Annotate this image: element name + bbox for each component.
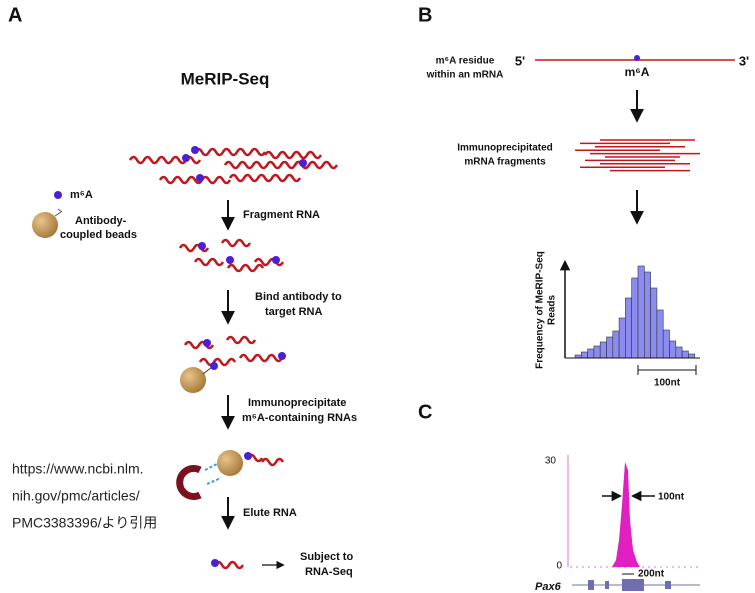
bar <box>681 350 689 359</box>
rna <box>220 238 252 248</box>
exon <box>605 581 609 589</box>
scale-label: 100nt <box>654 378 681 389</box>
fragments <box>575 139 700 172</box>
bar <box>675 346 683 359</box>
panel-letter: C <box>418 401 432 423</box>
bar <box>612 330 620 359</box>
bar <box>599 341 607 359</box>
final-label: RNA-Seq <box>305 566 353 578</box>
bar <box>625 297 633 359</box>
title: MeRIP-Seq <box>181 69 270 88</box>
y-label: Frequency of MeRIP-Seq <box>535 251 546 369</box>
y-tick-label: 0 <box>556 561 562 572</box>
m6a-dot <box>203 339 211 347</box>
bar <box>669 340 677 359</box>
bead <box>180 367 206 393</box>
rna <box>213 560 245 570</box>
step-label: Fragment RNA <box>243 209 320 221</box>
antibody <box>202 366 213 375</box>
rna <box>260 457 285 467</box>
rna <box>178 243 210 253</box>
bead <box>217 450 243 476</box>
m6a-dot <box>244 452 252 460</box>
gene-label: Pax6 <box>535 581 562 593</box>
m6a-dot <box>198 242 206 250</box>
rna <box>263 150 323 160</box>
step-label: Elute RNA <box>243 507 297 519</box>
bar <box>587 348 595 359</box>
bar <box>618 317 626 359</box>
antibody <box>54 208 63 217</box>
peak <box>612 462 640 567</box>
panel-letter: A <box>8 4 22 26</box>
step-label: Bind antibody to <box>255 291 342 303</box>
legend-label: Antibody- <box>75 215 127 227</box>
rna <box>226 263 265 273</box>
bar <box>637 265 645 359</box>
label: 200nt <box>638 569 665 580</box>
y-tick-label: 30 <box>545 456 557 467</box>
legend-label: m⁶A <box>70 189 93 201</box>
label: mRNA fragments <box>464 157 546 168</box>
m6a-dot <box>211 559 219 567</box>
step-label: target RNA <box>265 306 323 318</box>
m6a-dot <box>278 352 286 360</box>
step-label: m⁶A-containing RNAs <box>242 412 357 424</box>
bar <box>593 345 601 359</box>
m6a-dot <box>182 154 190 162</box>
bead <box>32 212 58 238</box>
bar <box>631 277 639 359</box>
m6a-dot <box>210 362 218 370</box>
m6a-dot <box>191 146 199 154</box>
bar <box>656 309 664 359</box>
rna <box>183 340 215 350</box>
source-text: https://www.ncbi.nlm. <box>12 461 144 477</box>
histogram <box>574 265 696 359</box>
end-label: 5' <box>515 53 525 68</box>
m6a-dot <box>54 191 62 199</box>
step-label: Immunoprecipitate <box>248 397 346 409</box>
rna <box>198 357 237 367</box>
rna <box>225 335 257 345</box>
rna <box>193 257 225 267</box>
rna <box>228 173 302 183</box>
m6a-dot <box>272 256 280 264</box>
bar <box>580 351 588 359</box>
legend-label: coupled beads <box>60 229 137 241</box>
end-label: 3' <box>739 53 749 68</box>
label: m⁶A residue <box>436 56 495 67</box>
magnet <box>176 465 202 500</box>
field-lines <box>204 463 222 485</box>
exon <box>588 580 594 590</box>
label: Immunoprecipitated <box>457 143 553 154</box>
arrows <box>221 200 285 570</box>
m6a-dot <box>226 256 234 264</box>
exon <box>665 581 671 589</box>
bar <box>650 287 658 359</box>
source-text: PMC3383396/より引用 <box>12 515 157 531</box>
bar <box>643 271 651 359</box>
m6a-dot <box>196 174 204 182</box>
scale-bar <box>637 365 697 375</box>
rna <box>253 257 285 267</box>
bar <box>606 336 614 359</box>
m6a-dot <box>634 55 640 61</box>
exon <box>622 579 644 591</box>
bar <box>688 353 696 359</box>
exons <box>588 579 671 591</box>
m6a-dot <box>299 159 307 167</box>
label: m⁶A <box>625 65 650 79</box>
source-text: nih.gov/pmc/articles/ <box>12 488 140 504</box>
rna <box>158 175 232 185</box>
rna <box>238 353 284 363</box>
rna <box>193 147 267 157</box>
final-label: Subject to <box>300 551 353 563</box>
panel-letter: B <box>418 4 432 26</box>
rna-group <box>128 146 339 570</box>
y-label: Reads <box>547 295 558 325</box>
label: within an mRNA <box>426 70 504 81</box>
bar <box>662 329 670 359</box>
label: 100nt <box>658 492 685 503</box>
